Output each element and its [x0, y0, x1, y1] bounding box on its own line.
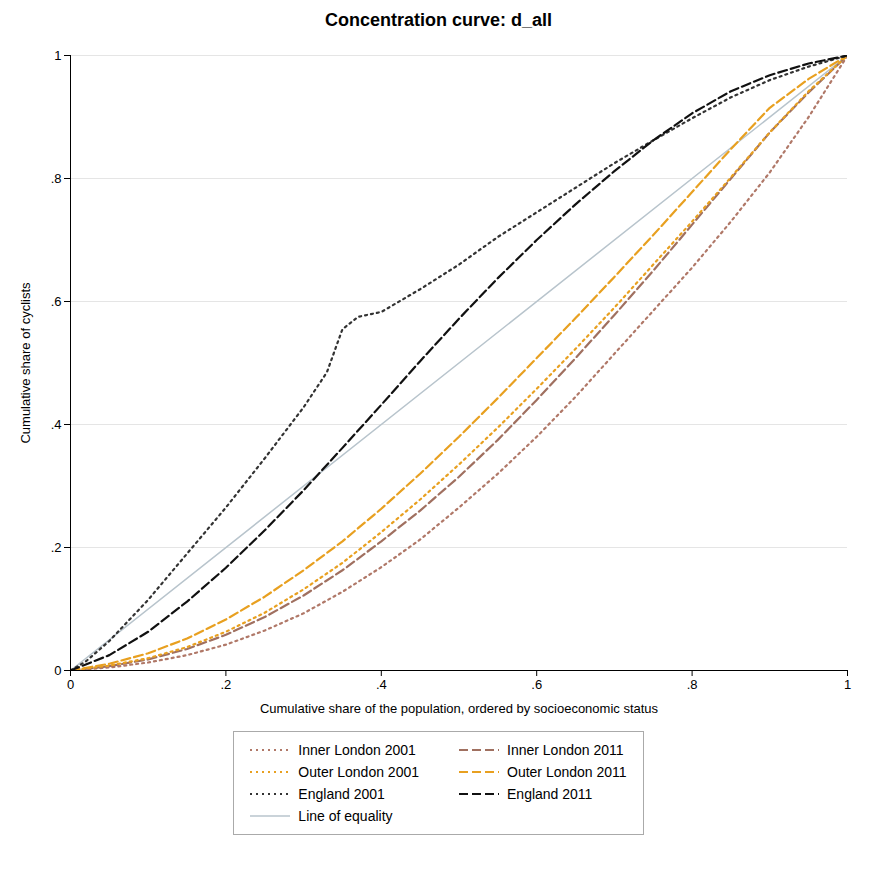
svg-text:1: 1 [54, 48, 61, 63]
html-text:Inner London 2011: Inner London 2011 [507, 742, 624, 758]
html-text:England 2001: England 2001 [298, 786, 385, 802]
svg-text:.2: .2 [220, 677, 231, 692]
svg-text:0: 0 [54, 663, 61, 678]
svg-text:.4: .4 [51, 417, 62, 432]
svg-text:0: 0 [67, 677, 74, 692]
svg-text:.6: .6 [51, 294, 62, 309]
html-text:England 2011: England 2011 [507, 786, 593, 802]
html-text:Inner London 2001: Inner London 2001 [298, 742, 416, 758]
svg-text:.8: .8 [51, 171, 62, 186]
html-text:Outer London 2001: Outer London 2001 [298, 764, 419, 780]
svg-text:Cumulative share of cyclists: Cumulative share of cyclists [18, 282, 33, 444]
svg-text:Cumulative share of the popula: Cumulative share of the population, orde… [260, 701, 659, 716]
html-text:Concentration curve: d_all: Concentration curve: d_all [325, 10, 552, 30]
svg-text:1: 1 [844, 677, 851, 692]
html-text:Outer London 2011: Outer London 2011 [507, 764, 627, 780]
html-text:Line of equality: Line of equality [298, 808, 393, 824]
svg-text:.4: .4 [376, 677, 387, 692]
svg-text:.8: .8 [687, 677, 698, 692]
svg-text:.6: .6 [531, 677, 542, 692]
svg-text:.2: .2 [51, 540, 62, 555]
